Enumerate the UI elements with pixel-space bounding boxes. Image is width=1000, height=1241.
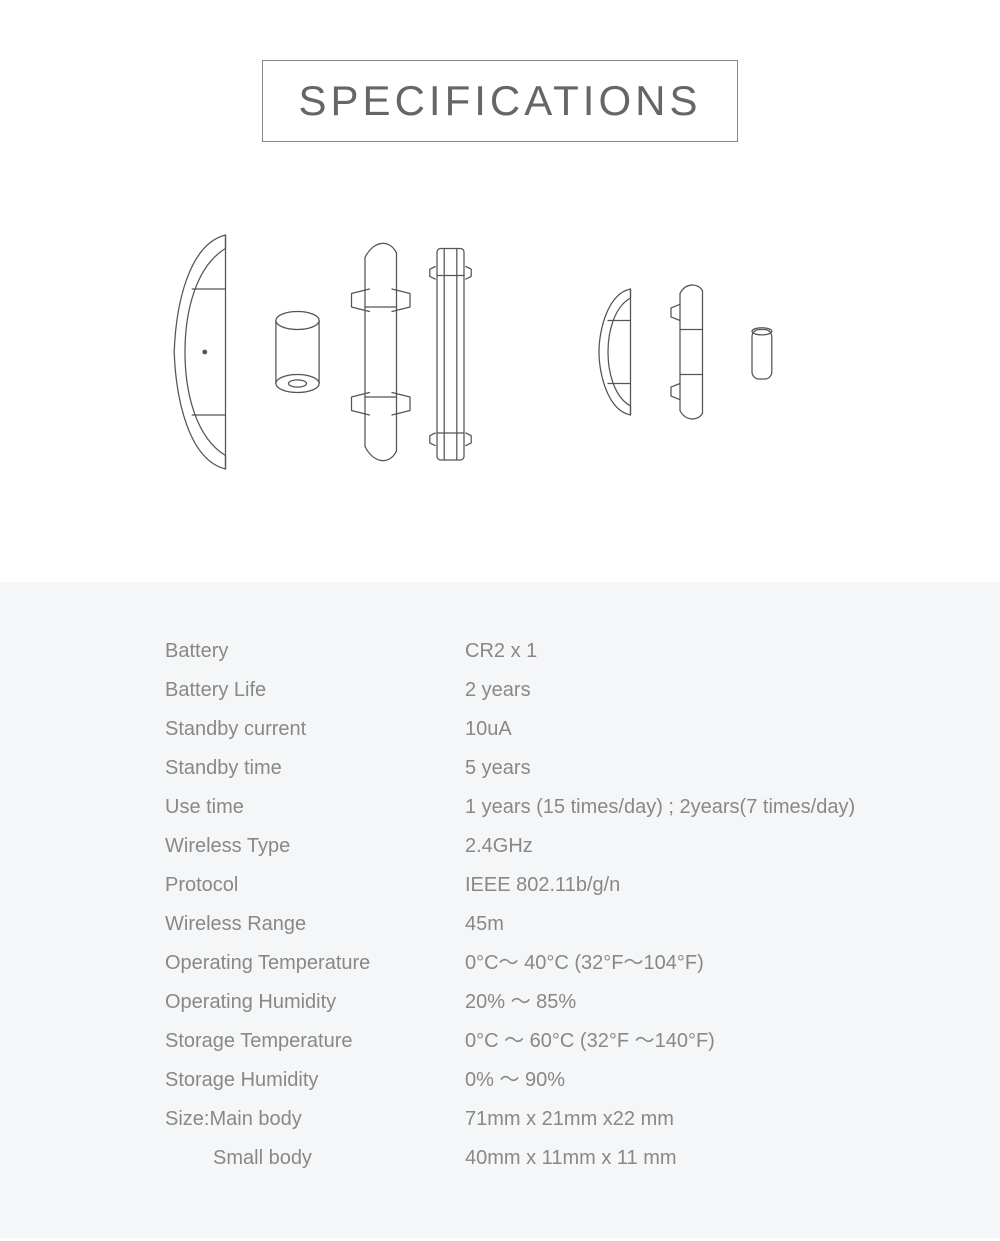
spec-value: IEEE 802.11b/g/n (465, 866, 1000, 905)
page-title: SPECIFICATIONS (299, 77, 702, 124)
title-frame: SPECIFICATIONS (262, 60, 739, 142)
spec-label: Standby current (165, 710, 465, 749)
spec-value: 45m (465, 905, 1000, 944)
spec-label: Size:Main body (165, 1100, 465, 1139)
spec-value: 2 years (465, 671, 1000, 710)
spec-label: Use time (165, 788, 465, 827)
exploded-diagram (0, 142, 1000, 582)
spec-row: Operating Temperature0°C～ 40°C (32°F～104… (0, 944, 1000, 983)
small-cover-icon (599, 289, 631, 415)
spec-row: Standby time5 years (0, 749, 1000, 788)
spec-row: Operating Humidity20% ～ 85% (0, 983, 1000, 1022)
spec-label: Battery (165, 632, 465, 671)
spec-table: BatteryCR2 x 1Battery Life2 yearsStandby… (0, 582, 1000, 1238)
spec-value: 71mm x 21mm x22 mm (465, 1100, 1000, 1139)
spec-row: ProtocolIEEE 802.11b/g/n (0, 866, 1000, 905)
battery-icon (276, 312, 319, 393)
spec-value: 0°C～ 40°C (32°F～104°F) (465, 944, 1000, 983)
spec-row: Size:Main body 71mm x 21mm x22 mm (0, 1100, 1000, 1139)
spec-label: Wireless Type (165, 827, 465, 866)
spec-row: Battery Life2 years (0, 671, 1000, 710)
small-magnet-icon (752, 328, 772, 379)
spec-label: Battery Life (165, 671, 465, 710)
spec-label: Wireless Range (165, 905, 465, 944)
spec-value: 40mm x 11mm x 11 mm (465, 1139, 1000, 1178)
spec-row: Standby current10uA (0, 710, 1000, 749)
spec-label: Operating Temperature (165, 944, 465, 983)
spec-value: 0% ～ 90% (465, 1061, 1000, 1100)
spec-row: Storage Humidity0% ～ 90% (0, 1061, 1000, 1100)
spec-row: Wireless Type 2.4GHz (0, 827, 1000, 866)
small-bracket-icon (671, 285, 703, 419)
large-bracket-icon (352, 243, 411, 460)
spec-label: Operating Humidity (165, 983, 465, 1022)
spec-row: Use time1 years (15 times/day) ; 2years(… (0, 788, 1000, 827)
spec-label: Storage Temperature (165, 1022, 465, 1061)
spec-label: Protocol (165, 866, 465, 905)
spec-row: Storage Temperature 0°C ～ 60°C (32°F ～14… (0, 1022, 1000, 1061)
spec-value: CR2 x 1 (465, 632, 1000, 671)
large-cover-icon (174, 235, 225, 469)
large-backplate-icon (430, 249, 471, 461)
spec-label: Standby time (165, 749, 465, 788)
spec-row: Small body40mm x 11mm x 11 mm (0, 1139, 1000, 1178)
spec-value: 5 years (465, 749, 1000, 788)
spec-value: 1 years (15 times/day) ; 2years(7 times/… (465, 788, 1000, 827)
spec-value: 2.4GHz (465, 827, 1000, 866)
spec-row: Wireless Range45m (0, 905, 1000, 944)
spec-row: BatteryCR2 x 1 (0, 632, 1000, 671)
spec-value: 0°C ～ 60°C (32°F ～140°F) (465, 1022, 1000, 1061)
spec-label: Storage Humidity (165, 1061, 465, 1100)
spec-label: Small body (165, 1139, 465, 1178)
spec-value: 20% ～ 85% (465, 983, 1000, 1022)
spec-value: 10uA (465, 710, 1000, 749)
